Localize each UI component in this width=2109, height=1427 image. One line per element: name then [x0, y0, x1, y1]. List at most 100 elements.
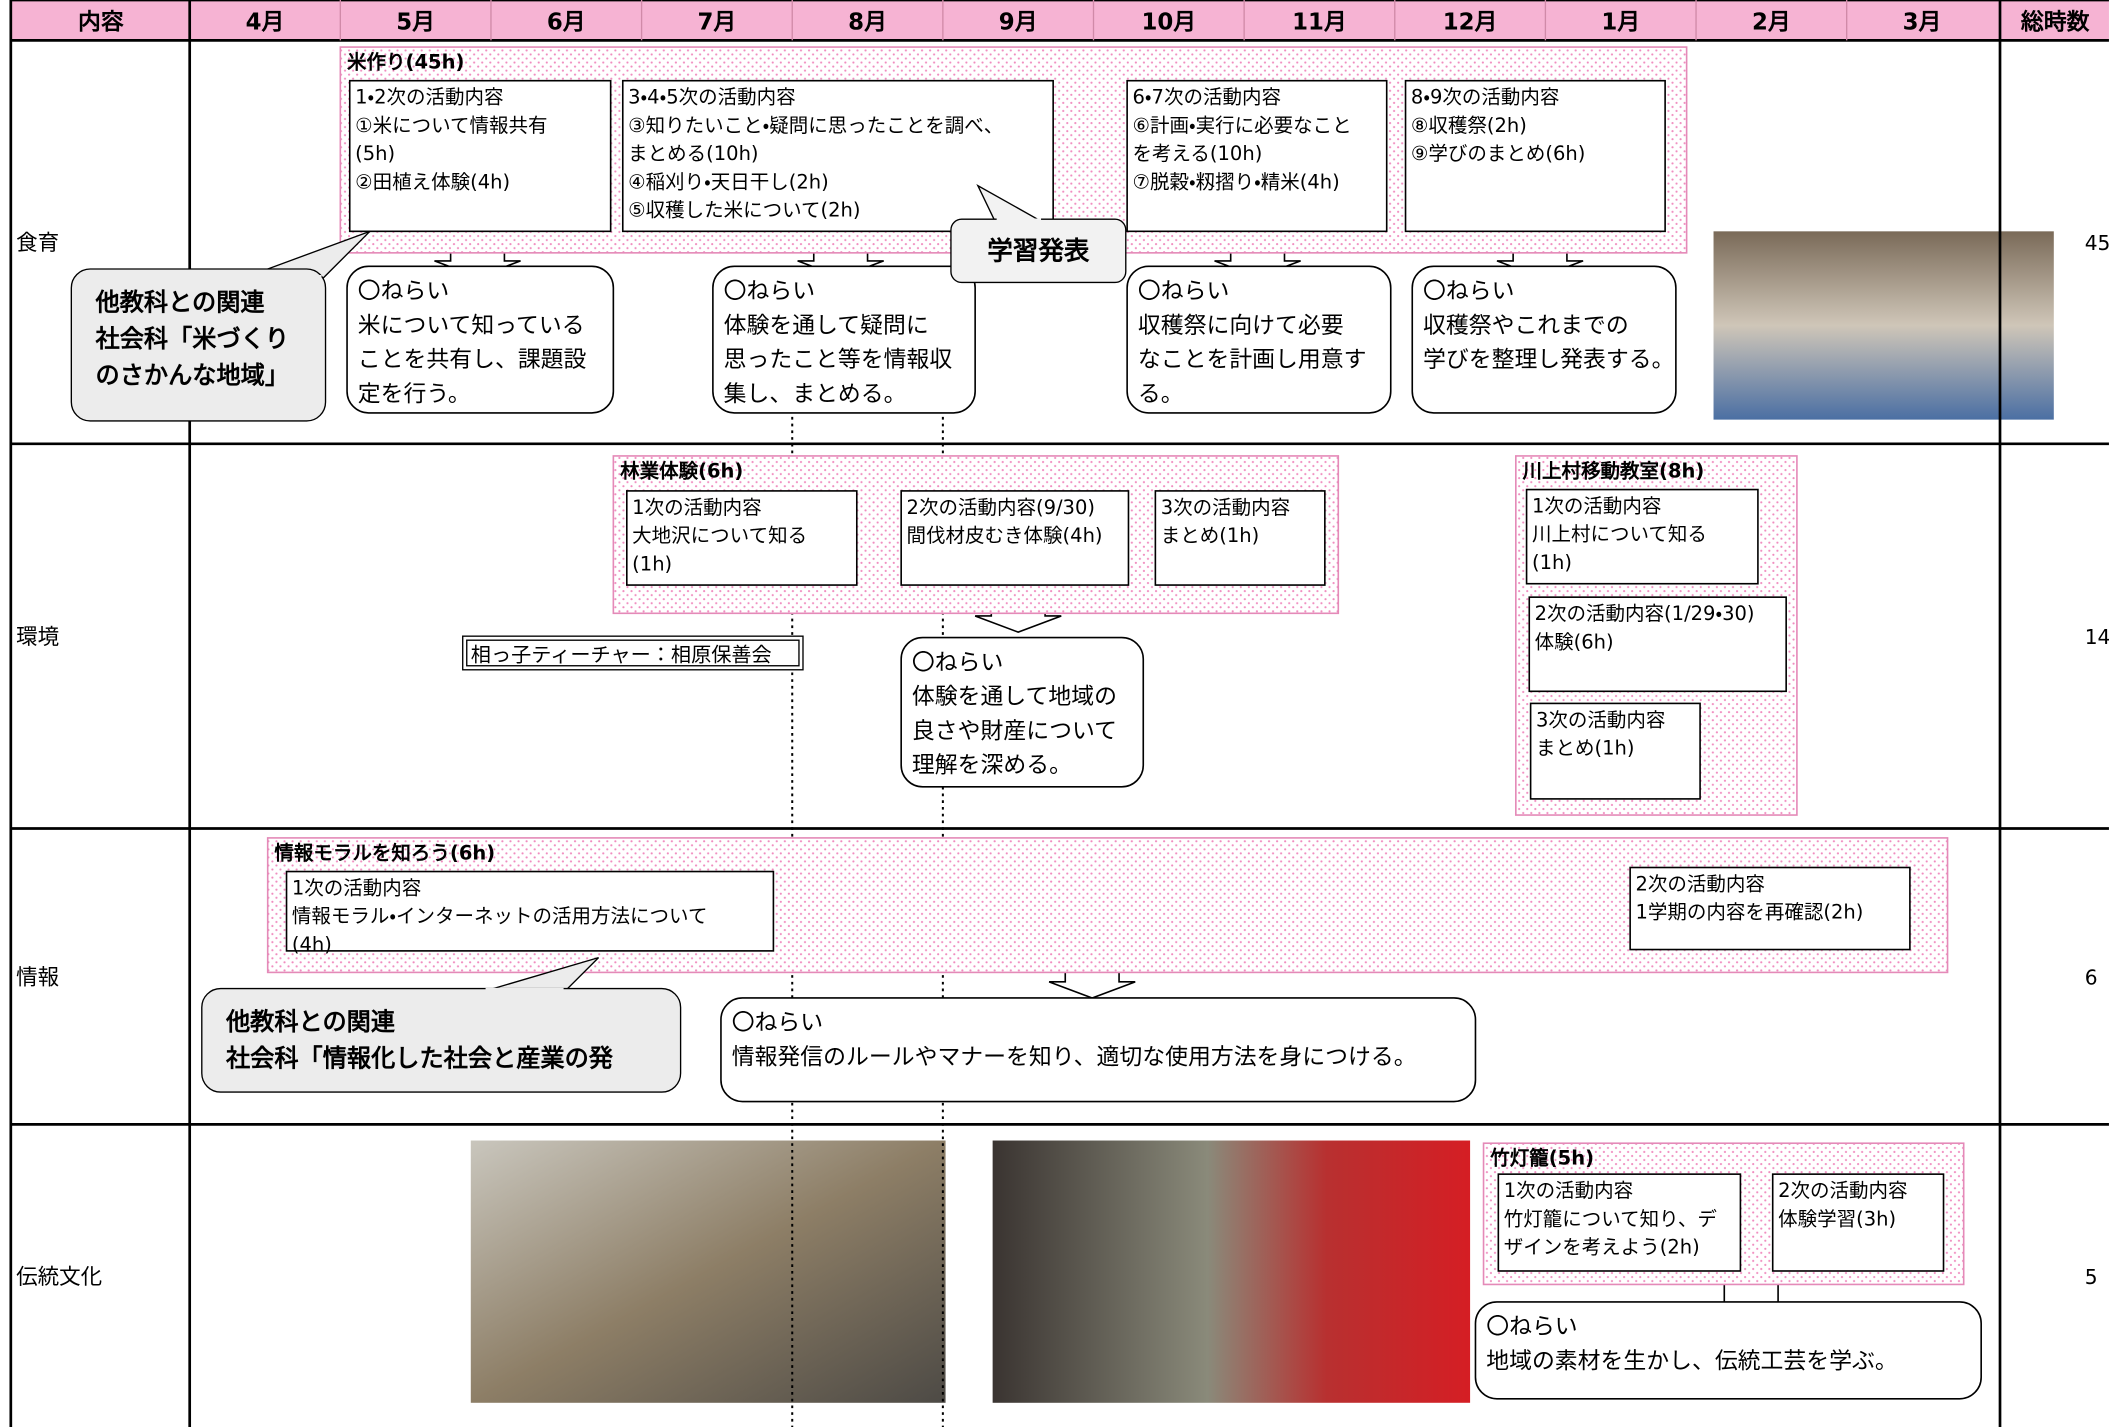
- row-total: 14: [2085, 625, 2109, 649]
- relation-box: [201, 987, 682, 1093]
- column-header: 8月: [848, 10, 887, 36]
- activity-text: 川上村について知る: [1532, 523, 1707, 546]
- column-header: 3月: [1903, 10, 1942, 36]
- activity-box: [1528, 596, 1787, 693]
- activity-text: 6・7次の活動内容: [1133, 86, 1281, 109]
- activity-box: [1529, 702, 1701, 800]
- aim-text: 収穫祭に向けて必要: [1138, 313, 1344, 339]
- aim-text: 米について知っている: [358, 313, 585, 339]
- photo: [992, 1140, 1471, 1403]
- column-header: 1月: [1601, 10, 1640, 36]
- activity-text: 1次の活動内容: [632, 496, 761, 519]
- activity-box: [1497, 1173, 1742, 1272]
- photo: [1713, 231, 2054, 420]
- aim-box: [712, 265, 976, 414]
- activity-text: ②田植え体験(4h): [355, 170, 510, 193]
- unit-title: 情報モラルを知ろう(6h): [274, 841, 495, 864]
- activity-box: [900, 490, 1130, 586]
- activity-text: 1学期の内容を再確認(2h): [1636, 901, 1864, 924]
- activity-text: (4h): [292, 933, 332, 956]
- aim-box: [1474, 1301, 1982, 1400]
- unit-title: 竹灯籠(5h): [1489, 1147, 1594, 1170]
- activity-text: (1h): [632, 552, 672, 575]
- activity-text: (1h): [1532, 551, 1572, 574]
- aim-text: 良さや財産について: [912, 718, 1117, 744]
- row-total: 6: [2085, 966, 2098, 990]
- aim-text: 〇ねらい: [358, 279, 449, 305]
- aim-box: [346, 265, 615, 414]
- activity-text: まとめ(1h): [1536, 737, 1634, 760]
- relation-text: 他教科との関連: [95, 289, 266, 317]
- activity-text: 1・2次の活動内容: [355, 86, 503, 109]
- column-header: 7月: [698, 10, 737, 36]
- unit-title: 林業体験(6h): [620, 459, 743, 482]
- activity-text: 2次の活動内容: [1778, 1179, 1907, 1202]
- activity-box: [1629, 866, 1911, 951]
- activity-text: 体験(6h): [1535, 630, 1614, 653]
- activity-text: (5h): [355, 142, 395, 165]
- activity-box: [1126, 79, 1388, 233]
- activity-text: ザインを考えよう(2h): [1504, 1236, 1700, 1259]
- aim-text: 思ったこと等を情報収: [724, 347, 953, 373]
- activity-text: 間伐材皮むき体験(4h): [907, 524, 1103, 547]
- aim-box: [900, 636, 1145, 788]
- aim-text: 〇ねらい: [724, 279, 815, 305]
- activity-text: 情報モラル・インターネットの活用方法について: [292, 905, 708, 928]
- activity-text: ③知りたいこと・疑問に思ったことを調べ、: [628, 114, 1003, 137]
- column-header: 6月: [547, 10, 586, 36]
- row-label: 伝統文化: [16, 1265, 102, 1290]
- activity-text: ⑦脱穀・籾摺り・精米(4h): [1133, 170, 1340, 193]
- activity-box: [1154, 490, 1326, 586]
- activity-text: 3次の活動内容: [1161, 496, 1290, 519]
- row-total: 5: [2085, 1265, 2098, 1289]
- relation-text: 他教科との関連: [225, 1008, 396, 1036]
- column-header: 内容: [78, 9, 124, 36]
- activity-text: 3・4・5次の活動内容: [628, 86, 795, 109]
- relation-text: のさかんな地域」: [96, 361, 290, 389]
- aim-box: [1411, 265, 1677, 414]
- row-label: 環境: [16, 625, 59, 650]
- activity-text: 大地沢について知る: [632, 524, 807, 547]
- relation-box: [70, 268, 327, 422]
- activity-text: ⑤収穫した米について(2h): [628, 199, 860, 222]
- column-header: 5月: [396, 10, 435, 36]
- activity-text: 2次の活動内容(9/30): [907, 496, 1095, 519]
- activity-text: ④稲刈り・天日干し(2h): [628, 170, 829, 193]
- activity-text: ⑧収穫祭(2h): [1411, 114, 1527, 137]
- activity-text: 1次の活動内容: [1532, 494, 1661, 517]
- aim-text: 情報発信のルールやマナーを知り、適切な使用方法を身につける。: [732, 1045, 1417, 1071]
- column-header: 10月: [1141, 10, 1196, 36]
- aim-text: 体験を通して疑問に: [724, 313, 929, 339]
- aim-text: る。: [1138, 381, 1184, 407]
- note-box-inner: [466, 639, 800, 667]
- aim-text: 集し、まとめる。: [724, 381, 907, 407]
- row-label: 食育: [16, 231, 59, 256]
- activity-text: 竹灯籠について知り、デ: [1504, 1207, 1718, 1230]
- activity-box: [621, 79, 1054, 233]
- callout-text: 学習発表: [987, 237, 1090, 267]
- activity-text: 2次の活動内容(1/29・30): [1535, 602, 1755, 625]
- row-label: 情報: [16, 966, 59, 991]
- relation-text: 社会科「米づくり: [95, 325, 290, 353]
- aim-text: 〇ねらい: [1486, 1314, 1577, 1340]
- aim-text: 〇ねらい: [1138, 279, 1229, 305]
- activity-box: [348, 79, 612, 233]
- aim-text: 体験を通して地域の: [912, 684, 1117, 710]
- aim-box: [1126, 265, 1392, 414]
- aim-text: 学びを整理し発表する。: [1423, 347, 1674, 373]
- row-total: 45: [2085, 231, 2109, 255]
- column-header: 9月: [999, 10, 1038, 36]
- activity-text: 体験学習(3h): [1778, 1207, 1896, 1230]
- activity-text: まとめる(10h): [628, 142, 758, 165]
- column-header: 12月: [1443, 10, 1498, 36]
- activity-text: 1次の活動内容: [292, 876, 421, 899]
- aim-text: 〇ねらい: [732, 1010, 823, 1036]
- relation-text: 社会科「情報化した社会と産業の発: [225, 1045, 614, 1073]
- activity-box: [1525, 488, 1759, 585]
- activity-text: 8・9次の活動内容: [1411, 86, 1559, 109]
- activity-box: [625, 490, 858, 586]
- aim-text: 収穫祭やこれまでの: [1423, 313, 1629, 339]
- activity-box: [1771, 1173, 1945, 1272]
- column-header: 総時数: [2021, 9, 2090, 36]
